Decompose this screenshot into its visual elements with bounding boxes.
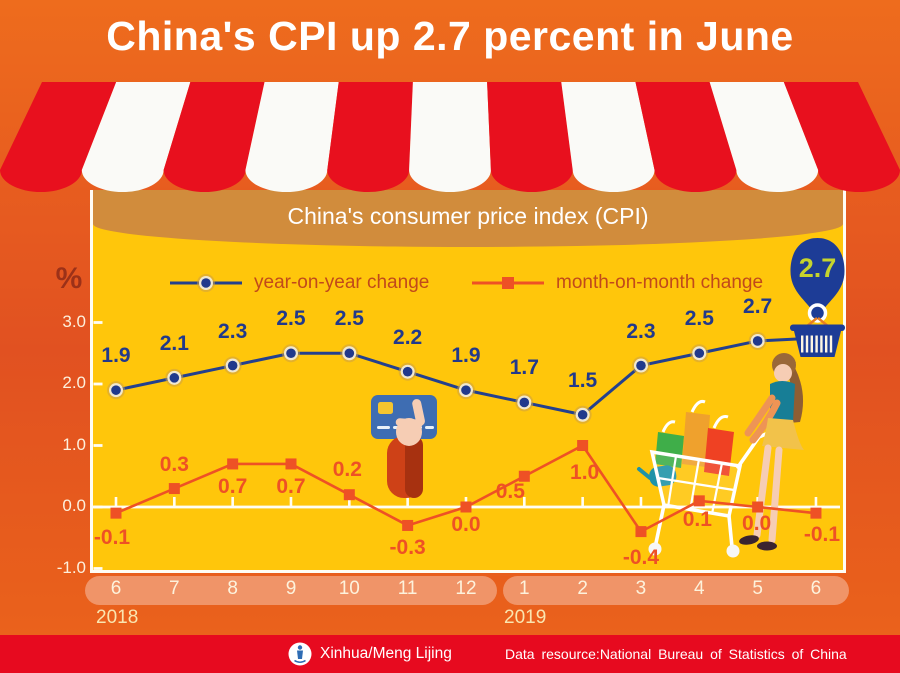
awning-shadow-band: [93, 190, 843, 247]
y-tick-label: 2.0: [62, 373, 86, 392]
awning: [0, 82, 900, 192]
y-tick-label: 3.0: [62, 311, 86, 331]
page-title: China's CPI up 2.7 percent in June: [106, 13, 794, 59]
x-axis-band-2018: [85, 576, 497, 605]
y-tick-label: -1.0: [56, 557, 86, 577]
y-tick-label: 1.0: [62, 434, 86, 454]
chart-title: China's consumer price index (CPI): [287, 203, 649, 229]
footer-bar: Xinhua/Meng Lijing Data resource:Nationa…: [0, 635, 900, 673]
x-axis-band-2019: [503, 576, 849, 605]
credit-text: Xinhua/Meng Lijing: [320, 645, 452, 662]
y-tick-label: 0.0: [62, 496, 86, 515]
data-source-text: Data resource:National Bureau of Statist…: [505, 646, 847, 662]
y-axis-unit: %: [55, 262, 83, 295]
year-label-2019: 2019: [504, 607, 547, 628]
xinhua-logo: [288, 642, 312, 666]
year-label-2018: 2018: [96, 607, 139, 628]
chart-panel: China's consumer price index (CPI): [90, 190, 846, 573]
